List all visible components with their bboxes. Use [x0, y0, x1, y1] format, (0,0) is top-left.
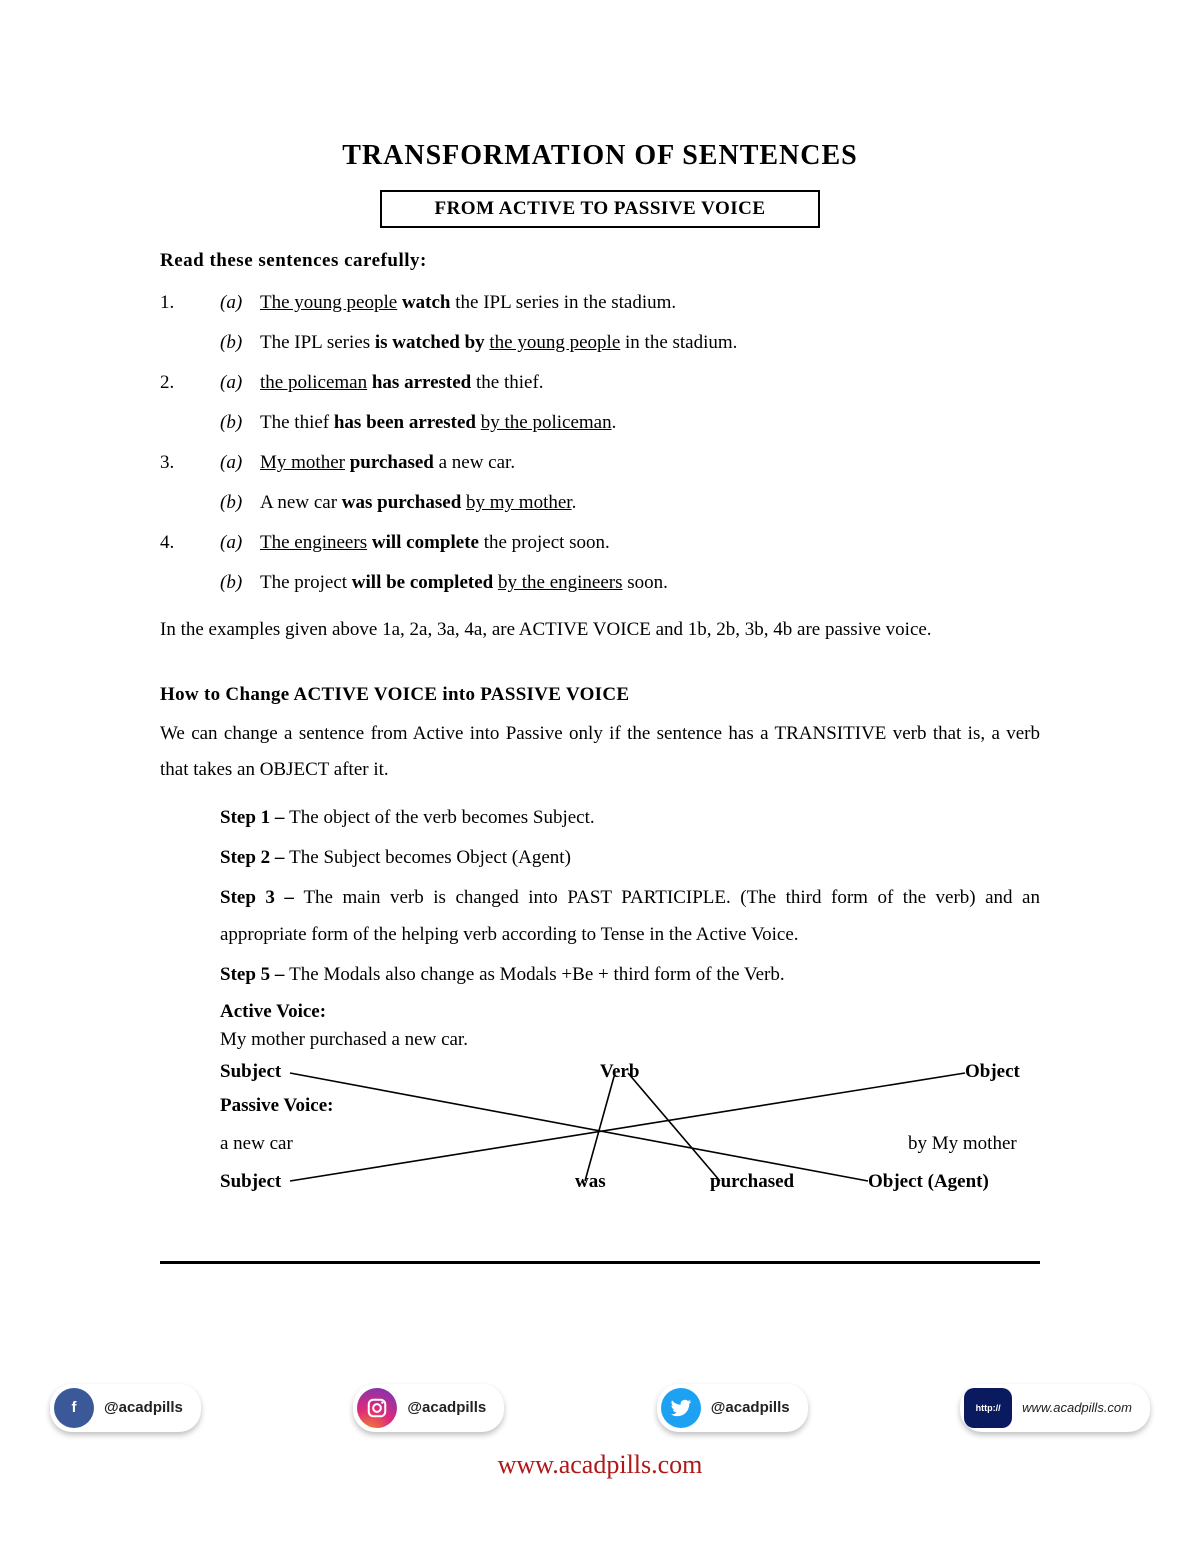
- step-item: Step 3 – The main verb is changed into P…: [220, 880, 1040, 952]
- diagram-block: Active Voice: My mother purchased a new …: [220, 1001, 1040, 1211]
- example-row-a: 1.(a)The young people watch the IPL seri…: [160, 284, 1040, 322]
- step-item: Step 5 – The Modals also change as Modal…: [220, 957, 1040, 993]
- http-icon: http://: [964, 1388, 1012, 1428]
- example-row-b: (b)The IPL series is watched by the youn…: [160, 324, 1040, 362]
- divider: [160, 1261, 1040, 1264]
- diag-top-subject: Subject: [220, 1061, 281, 1083]
- instagram-pill[interactable]: @acadpills: [353, 1384, 504, 1432]
- read-heading: Read these sentences carefully:: [160, 250, 1040, 272]
- examples-list: 1.(a)The young people watch the IPL seri…: [160, 284, 1040, 602]
- twitter-icon: [661, 1388, 701, 1428]
- diag-bot-subject: Subject: [220, 1171, 281, 1193]
- diag-mid-right: by My mother: [908, 1133, 1017, 1155]
- diag-bot-purchased: purchased: [710, 1171, 794, 1193]
- example-row-a: 2.(a)the policeman has arrested the thie…: [160, 364, 1040, 402]
- website-text: www.acadpills.com: [1022, 1400, 1132, 1415]
- step-item: Step 2 – The Subject becomes Object (Age…: [220, 840, 1040, 876]
- facebook-icon: f: [54, 1388, 94, 1428]
- footer-social: f @acadpills @acadpills @acadpills http:…: [50, 1384, 1150, 1444]
- diag-top-object: Object: [965, 1061, 1020, 1083]
- website-footer: www.acadpills.com: [160, 1450, 1040, 1480]
- twitter-pill[interactable]: @acadpills: [657, 1384, 808, 1432]
- steps-block: Step 1 – The object of the verb becomes …: [220, 800, 1040, 992]
- twitter-handle: @acadpills: [711, 1399, 790, 1416]
- diag-mid-left: a new car: [220, 1133, 293, 1155]
- transformation-diagram: Subject Verb Object Passive Voice: a new car…: [220, 1061, 1040, 1211]
- facebook-pill[interactable]: f @acadpills: [50, 1384, 201, 1432]
- example-row-a: 3.(a)My mother purchased a new car.: [160, 444, 1040, 482]
- howto-heading: How to Change ACTIVE VOICE into PASSIVE …: [160, 684, 1040, 706]
- subtitle-box: FROM ACTIVE TO PASSIVE VOICE: [380, 190, 820, 228]
- page-title: TRANSFORMATION OF SENTENCES: [160, 140, 1040, 172]
- howto-intro: We can change a sentence from Active int…: [160, 716, 1040, 788]
- example-row-b: (b)A new car was purchased by my mother.: [160, 484, 1040, 522]
- diag-top-verb: Verb: [600, 1061, 639, 1083]
- summary-paragraph: In the examples given above 1a, 2a, 3a, …: [160, 612, 1040, 648]
- facebook-handle: @acadpills: [104, 1399, 183, 1416]
- active-voice-label: Active Voice:: [220, 1001, 1040, 1023]
- example-row-a: 4.(a)The engineers will complete the pro…: [160, 524, 1040, 562]
- step-item: Step 1 – The object of the verb becomes …: [220, 800, 1040, 836]
- diag-bot-agent: Object (Agent): [868, 1171, 989, 1193]
- example-row-b: (b)The thief has been arrested by the po…: [160, 404, 1040, 442]
- example-row-b: (b)The project will be completed by the …: [160, 564, 1040, 602]
- website-pill[interactable]: http:// www.acadpills.com: [960, 1384, 1150, 1432]
- diag-bot-was: was: [575, 1171, 606, 1193]
- instagram-handle: @acadpills: [407, 1399, 486, 1416]
- active-voice-sentence: My mother purchased a new car.: [220, 1029, 1040, 1051]
- instagram-icon: [357, 1388, 397, 1428]
- diag-passive-label: Passive Voice:: [220, 1095, 333, 1117]
